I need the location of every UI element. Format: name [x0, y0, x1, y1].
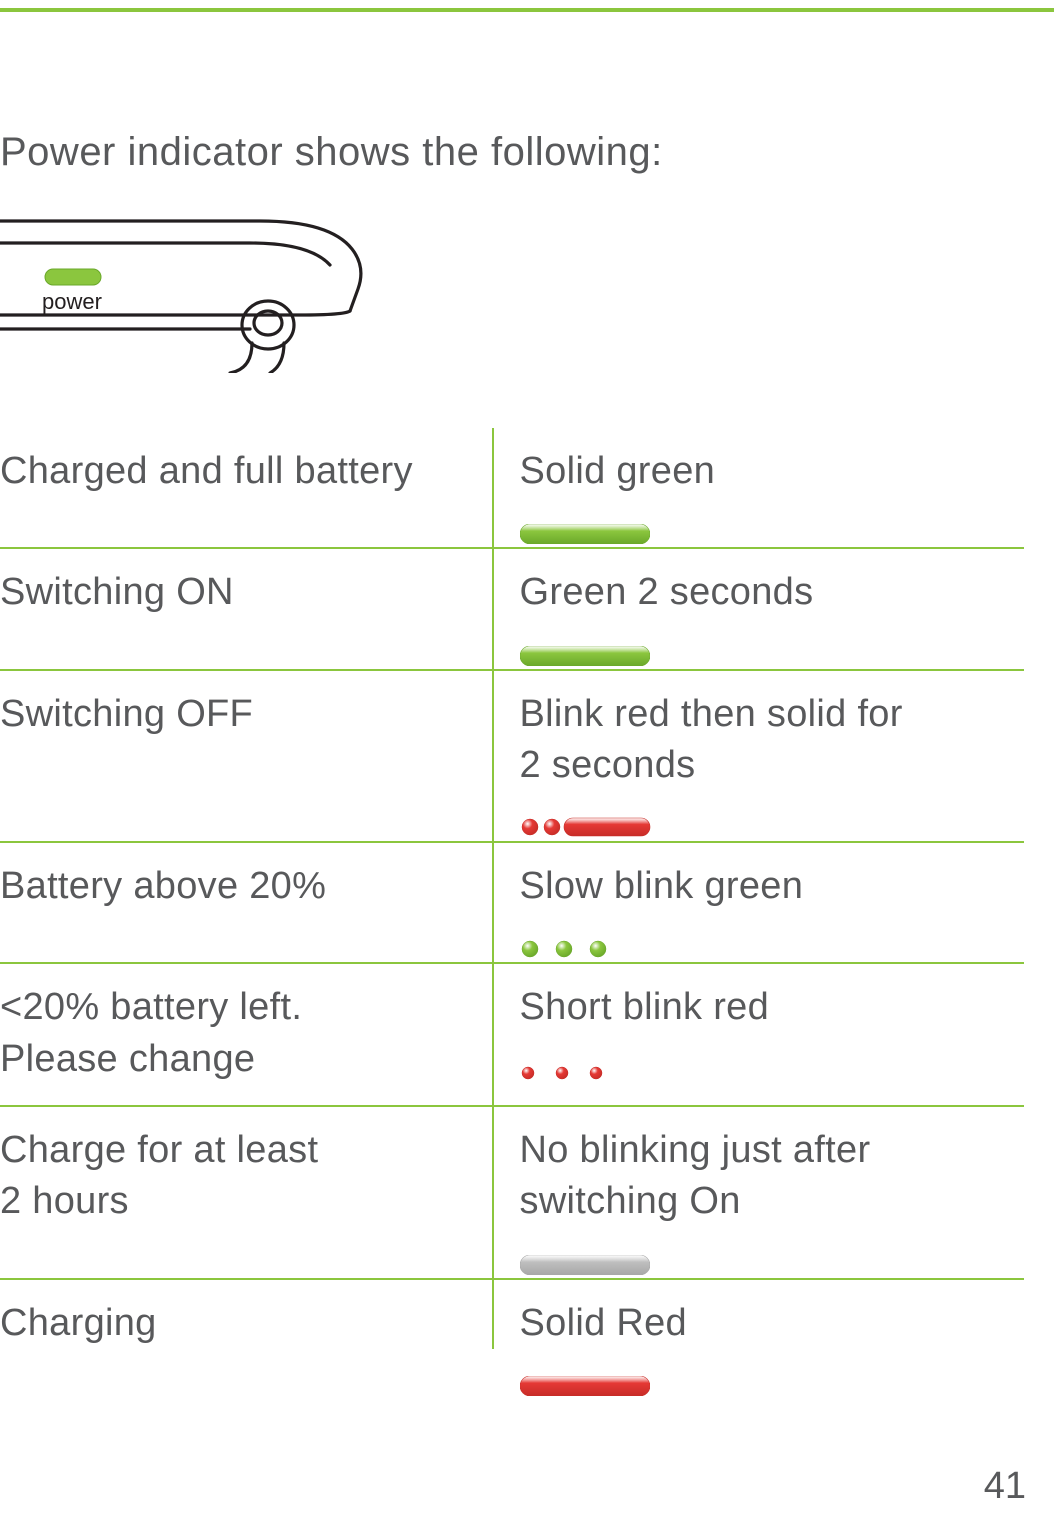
indicator-cell: Short blink red: [492, 982, 1024, 1085]
device-illustration: power: [0, 203, 1024, 378]
page-number: 41: [984, 1465, 1026, 1508]
indicator-cell: Slow blink green: [492, 861, 1024, 942]
indicator-table: Charged and full battery Solid green Swi…: [0, 428, 1024, 1399]
table-row: <20% battery left.Please change Short bl…: [0, 964, 1024, 1107]
state-label: Battery above 20%: [0, 861, 492, 942]
table-row: Charged and full battery Solid green: [0, 428, 1024, 549]
indicator-icon: [520, 922, 1024, 942]
table-row: Switching OFF Blink red then solid for2 …: [0, 671, 1024, 844]
indicator-label: Solid green: [520, 450, 716, 492]
state-label: Switching OFF: [0, 689, 492, 822]
state-label: Charging: [0, 1298, 492, 1379]
top-rule: [0, 8, 1054, 12]
indicator-label: Green 2 seconds: [520, 571, 814, 613]
indicator-cell: Blink red then solid for2 seconds: [492, 689, 1024, 822]
indicator-icon: [520, 1238, 1024, 1258]
svg-text:power: power: [42, 289, 102, 314]
indicator-label: Blink red then solid for2 seconds: [520, 693, 903, 786]
indicator-cell: Solid green: [492, 446, 1024, 527]
state-label: Charge for at least2 hours: [0, 1125, 492, 1258]
table-row: Charging Solid Red: [0, 1280, 1024, 1399]
indicator-icon: [520, 1044, 1024, 1064]
indicator-cell: Solid Red: [492, 1298, 1024, 1379]
section-heading: Power indicator shows the following:: [0, 130, 1024, 175]
table-row: Charge for at least2 hours No blinking j…: [0, 1107, 1024, 1280]
indicator-label: Short blink red: [520, 986, 770, 1028]
indicator-cell: Green 2 seconds: [492, 567, 1024, 648]
indicator-icon: [520, 629, 1024, 649]
indicator-label: Solid Red: [520, 1302, 687, 1344]
indicator-icon: [520, 801, 1024, 821]
state-label: Switching ON: [0, 567, 492, 648]
indicator-label: Slow blink green: [520, 865, 804, 907]
table-row: Switching ON Green 2 seconds: [0, 549, 1024, 670]
state-label: Charged and full battery: [0, 446, 492, 527]
indicator-label: No blinking just afterswitching On: [520, 1129, 871, 1222]
page-content: Power indicator shows the following: pow…: [0, 130, 1024, 1399]
table-row: Battery above 20% Slow blink green: [0, 843, 1024, 964]
indicator-icon: [520, 507, 1024, 527]
indicator-icon: [520, 1359, 1024, 1379]
state-label: <20% battery left.Please change: [0, 982, 492, 1085]
indicator-cell: No blinking just afterswitching On: [492, 1125, 1024, 1258]
